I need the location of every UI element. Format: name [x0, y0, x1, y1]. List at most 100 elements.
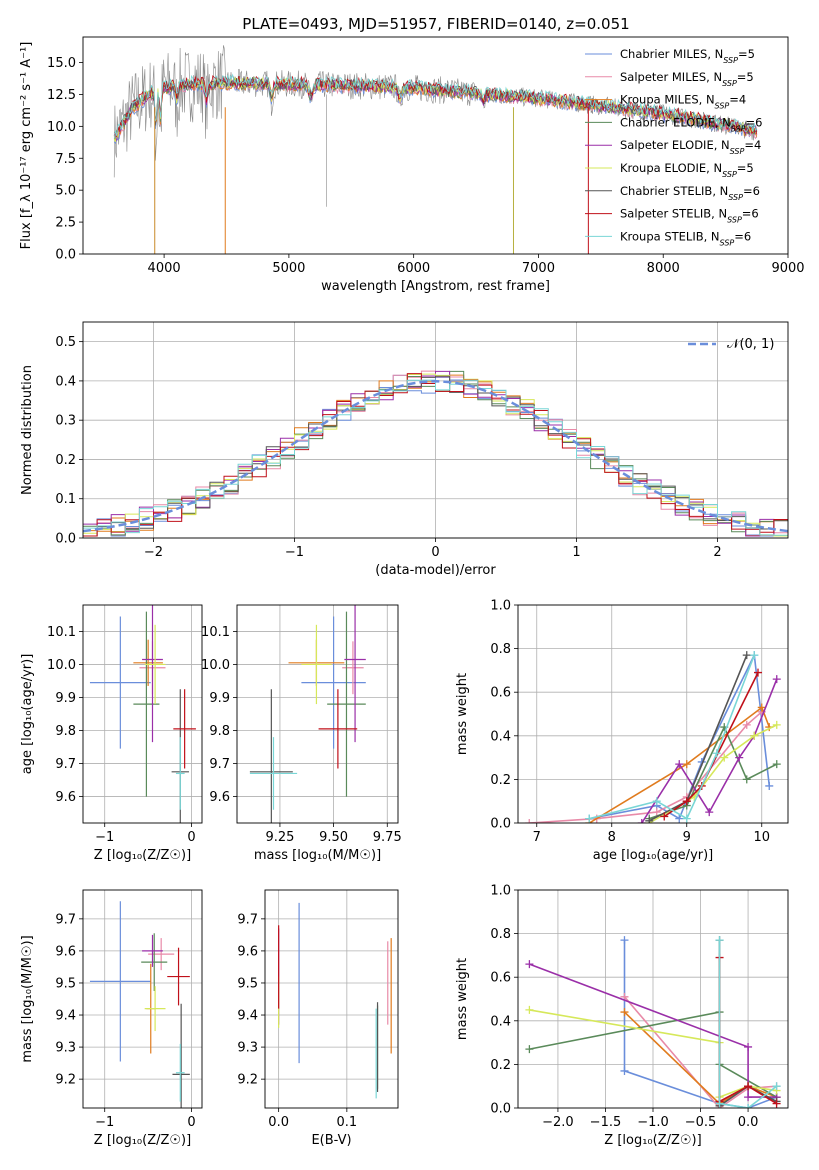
x-tick-label: −1 [95, 1115, 114, 1130]
x-tick-label: 9.75 [373, 830, 402, 845]
legend-label: 𝒩(0, 1) [727, 337, 774, 352]
mass-weight-line [589, 652, 771, 820]
y-tick-label: 0.2 [490, 1058, 511, 1073]
mass-weight-marker [525, 1045, 534, 1054]
y-tick-label: 10.0 [47, 120, 76, 135]
mass-weight-marker [652, 797, 661, 806]
y-tick-label: 1.0 [490, 884, 511, 899]
axes-massweight_vs_Z: −2.0 −1.5 −1.0 −0.5 0.0 0.0 0.2 0.4 0.6 0.8 1.0 Z [… [455, 884, 789, 1148]
residual-histogram-step [83, 375, 788, 537]
y-tick-label: 9.6 [55, 790, 76, 805]
y-tick-label: 10.1 [47, 625, 76, 640]
x-axis-label: (data-model)/error [375, 563, 496, 578]
mass-weight-marker [705, 808, 714, 817]
mass-weight-marker [765, 781, 774, 790]
plot-area-spectrum [113, 45, 758, 254]
x-axis-label: wavelength [Angstrom, rest frame] [321, 279, 550, 294]
legend-label: Kroupa MILES, NSSP=4 [620, 93, 746, 111]
axes-mass_vs_ebv: 0.0 0.1 9.2 9.3 9.4 9.5 9.6 9.7 E(B-V) [237, 889, 399, 1148]
x-tick-label: 7000 [522, 261, 555, 276]
x-axis-label: age [log₁₀(age/yr)] [593, 848, 714, 863]
y-tick-label: 0.6 [490, 686, 511, 701]
mass-weight-marker [525, 960, 534, 969]
mass-weight-marker [682, 760, 691, 769]
y-tick-label: 7.5 [55, 152, 76, 167]
mass-weight-marker [742, 775, 751, 784]
mass-weight-marker [744, 1104, 753, 1108]
plot-area-residuals [83, 370, 788, 537]
axes-spectrum: 4000 5000 6000 7000 8000 9000 0.0 2.5 5.0 7.5 10.0… [19, 36, 805, 294]
x-axis-label: E(B-V) [311, 1133, 351, 1148]
y-tick-label: 9.8 [55, 724, 76, 739]
axes-frame [236, 604, 399, 824]
y-tick-label: 0.2 [55, 453, 76, 468]
y-tick-label: 0.0 [490, 1102, 511, 1117]
plot-area-age_vs_Z [89, 605, 196, 823]
y-tick-label: 9.7 [55, 757, 76, 772]
x-tick-label: 5000 [272, 261, 305, 276]
mass-weight-marker [652, 808, 661, 817]
mass-weight-line [623, 1011, 777, 1105]
y-tick-label: 0.3 [55, 414, 76, 429]
y-tick-label: 0.2 [490, 773, 511, 788]
model-spectrum-line [113, 75, 758, 138]
axes-frame [82, 889, 203, 1109]
mass-weight-marker [675, 814, 684, 823]
x-tick-label: 7 [533, 830, 541, 845]
x-tick-label: 0.1 [337, 1115, 358, 1130]
axes-residuals: −2 −1 0 1 2 0.0 0.1 0.2 0.3 0.4 0.5 (data-model)/er… [20, 321, 789, 578]
mass-weight-marker [675, 760, 684, 769]
y-tick-label: 0.4 [490, 729, 511, 744]
model-spectrum-line [113, 73, 758, 139]
x-tick-label: 8000 [647, 261, 680, 276]
axes-frame [517, 604, 789, 824]
plot-area-mass_vs_Z [89, 901, 190, 1108]
mass-weight-line [529, 711, 763, 823]
y-tick-label: 9.9 [55, 691, 76, 706]
legend-label: Chabrier ELODIE, NSSP=6 [620, 115, 762, 132]
x-tick-label: −2.0 [542, 1115, 574, 1130]
y-tick-label: 9.5 [237, 976, 258, 991]
mass-weight-marker [744, 1093, 753, 1102]
y-tick-label: 0.5 [55, 335, 76, 350]
x-tick-label: 0 [187, 830, 195, 845]
y-tick-label: 9.3 [237, 1041, 258, 1056]
mass-weight-line [663, 672, 759, 818]
x-axis-label: Z [log₁₀(Z/Z☉)] [94, 848, 191, 863]
x-tick-label: 9 [683, 830, 691, 845]
mass-weight-marker [660, 812, 669, 821]
y-axis-label: mass weight [455, 958, 470, 1040]
x-tick-label: 2 [713, 545, 721, 560]
y-tick-label: 9.9 [209, 691, 230, 706]
axes-frame [264, 889, 399, 1109]
mass-weight-marker [620, 1008, 629, 1017]
y-tick-label: 0.0 [490, 817, 511, 832]
mass-weight-marker [742, 720, 751, 729]
mass-weight-marker [772, 720, 781, 729]
mass-weight-marker [772, 1082, 781, 1091]
mass-weight-marker [525, 819, 534, 823]
y-tick-label: 9.7 [237, 912, 258, 927]
y-tick-label: 1.0 [490, 599, 511, 614]
mass-weight-marker [682, 814, 691, 823]
y-axis-label: mass [log₁₀(M/M☉)] [20, 935, 35, 1062]
x-axis-label: Z [log₁₀(Z/Z☉)] [94, 1133, 191, 1148]
y-tick-label: 5.0 [55, 184, 76, 199]
plot-area-age_vs_mass [249, 605, 366, 823]
mass-weight-marker [715, 1099, 724, 1108]
x-axis-label: Z [log₁₀(Z/Z☉)] [604, 1133, 701, 1148]
mass-weight-marker [637, 819, 646, 823]
y-tick-label: 10.1 [201, 625, 230, 640]
y-tick-label: 9.7 [209, 757, 230, 772]
legend-label: Salpeter MILES, NSSP=5 [620, 70, 754, 88]
mass-weight-marker [620, 936, 629, 945]
mass-weight-marker [744, 1042, 753, 1051]
mass-weight-marker [742, 651, 751, 660]
x-tick-label: 8 [608, 830, 616, 845]
legend-label: Salpeter STELIB, NSSP=6 [620, 207, 759, 225]
residual-histogram-step [83, 373, 788, 537]
axes-frame [82, 604, 203, 824]
legend-label: Chabrier STELIB, NSSP=6 [620, 184, 760, 202]
y-tick-label: 0.0 [55, 248, 76, 263]
y-tick-label: 9.3 [55, 1041, 76, 1056]
